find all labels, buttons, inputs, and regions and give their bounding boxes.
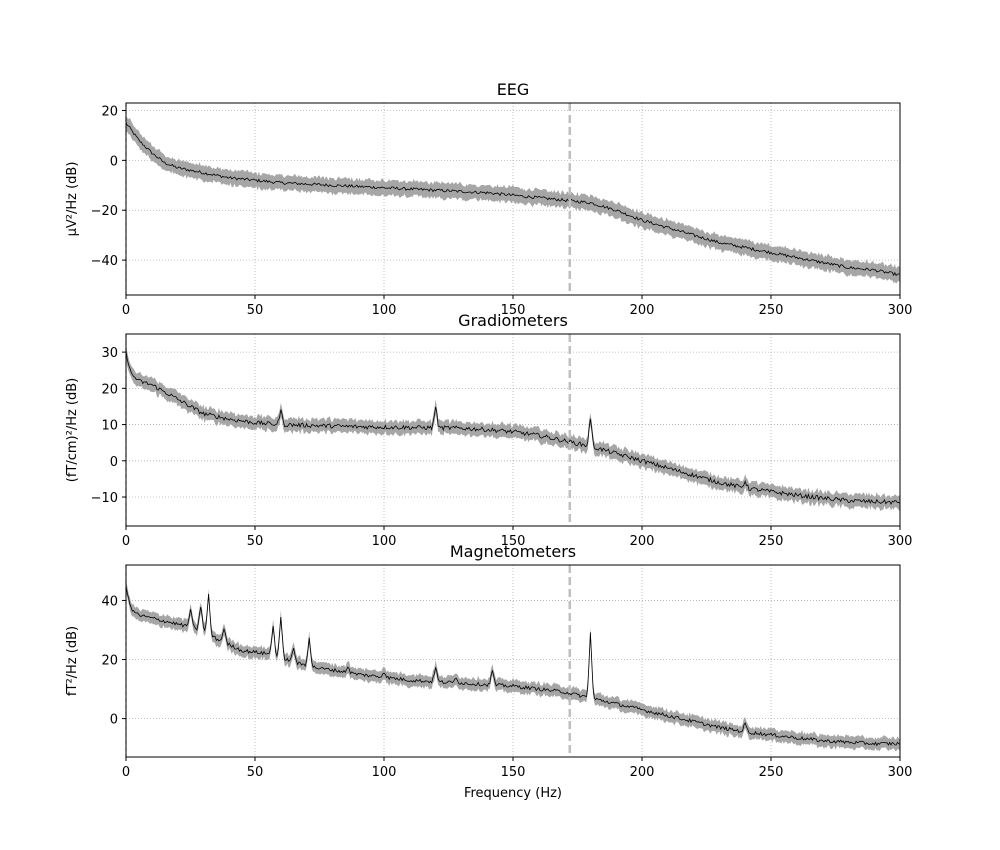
- magnetometers-variance-band: [126, 579, 900, 752]
- magnetometers-ylabel: fT²/Hz (dB): [65, 626, 80, 696]
- x-tick-label: 100: [372, 303, 397, 318]
- x-tick-label: 50: [247, 765, 264, 780]
- x-tick-label: 50: [247, 303, 264, 318]
- x-tick-label: 200: [630, 534, 655, 549]
- gradiometers-variance-band: [126, 344, 900, 512]
- y-tick-label: −40: [91, 254, 118, 269]
- eeg-mean-psd-line: [126, 122, 900, 277]
- x-tick-label: 50: [247, 534, 264, 549]
- y-tick-label: 0: [110, 154, 118, 169]
- x-tick-label: 200: [630, 303, 655, 318]
- magnetometers-title: Magnetometers: [450, 542, 576, 561]
- frequency-xlabel: Frequency (Hz): [464, 786, 562, 801]
- y-tick-label: 30: [101, 346, 118, 361]
- x-tick-label: 300: [888, 303, 913, 318]
- y-tick-label: 40: [101, 594, 118, 609]
- x-tick-label: 150: [501, 765, 526, 780]
- x-tick-label: 250: [759, 303, 784, 318]
- eeg-ylabel: µV²/Hz (dB): [65, 162, 80, 237]
- y-tick-label: 20: [101, 382, 118, 397]
- y-tick-label: 0: [110, 713, 118, 728]
- y-tick-label: −10: [91, 491, 118, 506]
- x-tick-label: 150: [501, 534, 526, 549]
- eeg-variance-band: [126, 114, 900, 284]
- y-tick-label: 10: [101, 419, 118, 434]
- y-tick-label: 20: [101, 654, 118, 669]
- eeg-title: EEG: [497, 80, 530, 99]
- x-tick-label: 0: [122, 303, 130, 318]
- x-tick-label: 0: [122, 534, 130, 549]
- x-tick-label: 250: [759, 534, 784, 549]
- y-tick-label: 20: [101, 104, 118, 119]
- x-tick-label: 250: [759, 765, 784, 780]
- y-tick-label: 0: [110, 455, 118, 470]
- x-tick-label: 150: [501, 303, 526, 318]
- x-tick-label: 300: [888, 534, 913, 549]
- gradiometers-panel: 0 50 100 150 200 250 3003020100−10Gradiometers…: [65, 311, 912, 549]
- magnetometers-panel: 0 50 100 150 200 250 30040200MagnetometersfT²/…: [65, 542, 912, 780]
- magnetometers-mean-psd-line: [126, 585, 900, 747]
- gradiometers-title: Gradiometers: [458, 311, 568, 330]
- gradiometers-ylabel: (fT/cm)²/Hz (dB): [65, 378, 80, 483]
- x-tick-label: 0: [122, 765, 130, 780]
- x-tick-label: 200: [630, 765, 655, 780]
- gradiometers-mean-psd-line: [126, 350, 900, 506]
- x-tick-label: 100: [372, 534, 397, 549]
- x-tick-label: 300: [888, 765, 913, 780]
- y-tick-label: −20: [91, 204, 118, 219]
- x-tick-label: 100: [372, 765, 397, 780]
